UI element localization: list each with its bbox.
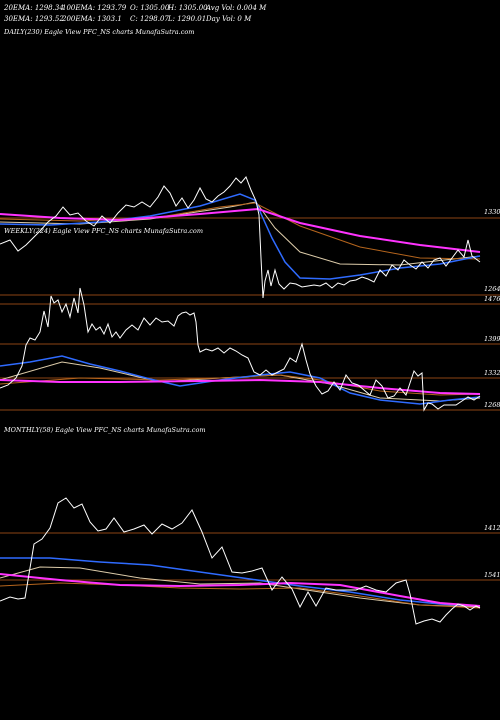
header-ema20: 20EMA: 1298.34 bbox=[3, 4, 64, 12]
monthly-panel: MONTHLY(58) Eagle View PFC_NS charts Mun… bbox=[0, 426, 500, 625]
header-ema200: 200EMA: 1303.1 bbox=[61, 15, 122, 23]
weekly-ma-blue bbox=[0, 355, 481, 405]
monthly-ma-blue bbox=[0, 557, 481, 607]
monthly-ma-magenta bbox=[0, 573, 481, 607]
daily-panel: DAILY(230) Eagle View PFC_NS charts Muna… bbox=[0, 28, 500, 299]
weekly-panel-title: WEEKLY(224) Eagle View PFC_NS charts Mun… bbox=[4, 227, 203, 235]
monthly-level-label-1: 1412 bbox=[484, 524, 500, 532]
weekly-price-line bbox=[0, 287, 481, 412]
header-low: L: 1290.01 bbox=[167, 15, 206, 23]
monthly-price-line bbox=[0, 497, 481, 625]
weekly-ma-magenta bbox=[0, 378, 481, 395]
header-avg-vol: Avg Vol: 0.004 M bbox=[205, 4, 267, 12]
monthly-ma-brown bbox=[0, 582, 481, 609]
weekly-level-label-3: 1332 bbox=[484, 369, 500, 377]
header-ema30: 30EMA: 1293.52 bbox=[4, 15, 64, 23]
daily-price-line bbox=[0, 176, 481, 299]
daily-level-label-2: 1264 bbox=[484, 285, 500, 293]
weekly-level-label-2: 1399 bbox=[484, 335, 500, 343]
monthly-level-label-2: 1541 bbox=[484, 571, 500, 579]
header-close: C: 1298.07 bbox=[130, 15, 169, 23]
header-row-2: 30EMA: 1293.52 200EMA: 1303.1 C: 1298.07… bbox=[4, 15, 252, 23]
header-ema100: 100EMA: 1293.79 bbox=[62, 4, 127, 12]
header-row-1: 20EMA: 1298.34 100EMA: 1293.79 O: 1305.0… bbox=[3, 4, 267, 12]
daily-ma-tan bbox=[0, 201, 481, 266]
daily-level-label-1: 1330 bbox=[484, 208, 500, 216]
weekly-level-label-1: 1476 bbox=[484, 295, 500, 303]
weekly-level-label-4: 1268 bbox=[484, 401, 500, 409]
header-open: O: 1305.00 bbox=[130, 4, 170, 12]
weekly-ma-brown bbox=[0, 374, 481, 396]
monthly-ma-tan bbox=[0, 566, 481, 608]
monthly-panel-title: MONTHLY(58) Eagle View PFC_NS charts Mun… bbox=[3, 426, 206, 434]
header-day-vol: Day Vol: 0 M bbox=[205, 15, 252, 23]
weekly-panel: WEEKLY(224) Eagle View PFC_NS charts Mun… bbox=[0, 227, 500, 412]
daily-panel-title: DAILY(230) Eagle View PFC_NS charts Muna… bbox=[3, 28, 194, 36]
header-high: H: 1305.00 bbox=[167, 4, 208, 12]
